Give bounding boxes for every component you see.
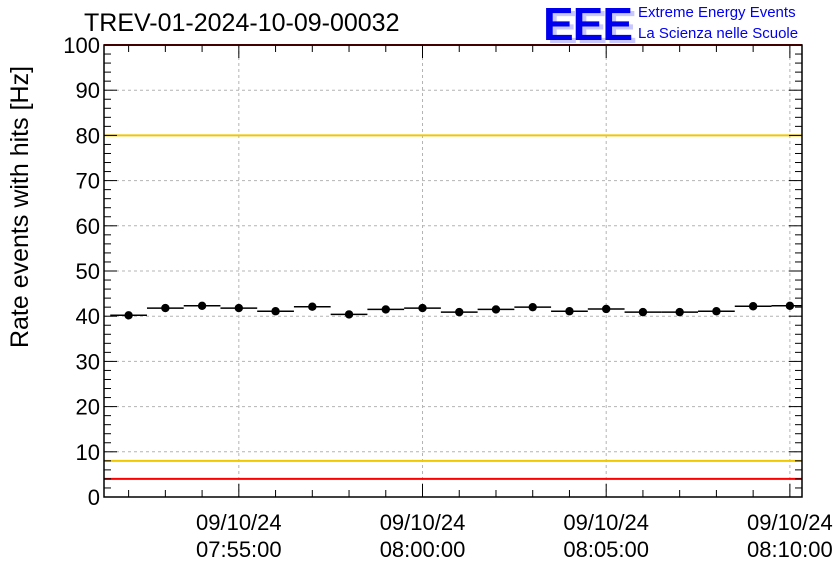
x-tick-label-time: 08:10:00 [747, 537, 833, 562]
y-tick-label: 0 [88, 485, 100, 510]
data-point [308, 302, 317, 311]
plot-frame-rect [103, 44, 803, 498]
grid-lines [104, 45, 802, 497]
data-point [197, 301, 207, 311]
reference-lines [104, 44, 802, 480]
y-tick-labels: 0 10 20 30 40 50 60 70 80 90 100 [63, 33, 100, 510]
data-point [418, 303, 427, 313]
eee-logo-line2: La Scienza nelle Scuole [638, 25, 799, 42]
y-axis-label: Rate events with hits [Hz] [6, 66, 34, 348]
data-point [638, 307, 648, 317]
x-tick-label-date: 09/10/24 [563, 510, 649, 535]
y-tick-label: 100 [63, 33, 100, 58]
y-tick-label: 20 [76, 395, 100, 420]
y-tick-label: 70 [76, 169, 100, 194]
data-point [344, 310, 354, 319]
eee-logo: EEE Extreme Energy Events La Scienza nel… [543, 0, 833, 50]
eee-logo-line1: Extreme Energy Events [638, 4, 796, 21]
chart-title: TREV-01-2024-10-09-00032 [84, 9, 400, 37]
data-point [455, 307, 464, 317]
y-tick-label: 10 [76, 440, 100, 465]
data-point [381, 305, 390, 314]
y-tick-label: 60 [76, 214, 100, 239]
y-tick-label: 30 [76, 349, 100, 374]
data-point [161, 303, 170, 313]
data-point [712, 307, 721, 316]
data-point [565, 307, 574, 316]
data-point [785, 301, 795, 311]
data-point [234, 303, 244, 313]
y-tick-label: 50 [76, 259, 100, 284]
y-tick-label: 40 [76, 304, 100, 329]
y-tick-label: 80 [76, 123, 100, 148]
data-points [110, 301, 802, 320]
data-point [675, 307, 684, 317]
data-point [491, 305, 501, 314]
x-tick-label-date: 09/10/24 [380, 510, 466, 535]
data-point [748, 302, 758, 311]
data-point [271, 307, 280, 316]
x-tick-labels: 09/10/2407:55:0009/10/2408:00:0009/10/24… [196, 510, 833, 562]
y-tick-label: 90 [76, 78, 100, 103]
data-point [528, 302, 537, 312]
x-tick-label-date: 09/10/24 [196, 510, 282, 535]
x-tick-label-date: 09/10/24 [747, 510, 833, 535]
plot-frame [103, 44, 803, 498]
data-point [601, 304, 611, 314]
x-tick-label-time: 07:55:00 [196, 537, 282, 562]
eee-logo-mark: EEE [543, 0, 633, 50]
x-tick-label-time: 08:00:00 [380, 537, 466, 562]
data-point [124, 311, 133, 320]
x-tick-label-time: 08:05:00 [563, 537, 649, 562]
